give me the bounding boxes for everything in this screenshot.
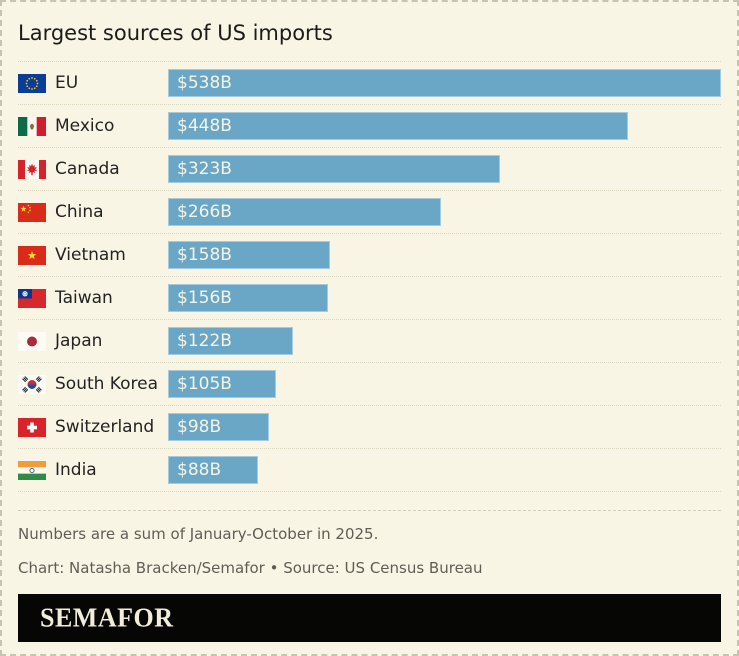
- bar-track: $156B: [168, 284, 721, 312]
- table-row: India $88B: [18, 449, 721, 492]
- bar-chart-rows: EU $538B Mexico $448B Canada $323B China: [18, 62, 721, 492]
- bar-value-label: $156B: [177, 288, 232, 308]
- bar-value-label: $88B: [177, 460, 222, 480]
- bar-track: $105B: [168, 370, 721, 398]
- vietnam-flag-icon: [18, 245, 46, 265]
- value-bar: $122B: [168, 327, 294, 355]
- country-label: Switzerland: [55, 417, 155, 437]
- bar-value-label: $158B: [177, 245, 232, 265]
- south-korea-flag-icon: [18, 374, 46, 394]
- semafor-logo: SEMAFOR: [40, 602, 174, 633]
- table-row: Canada $323B: [18, 148, 721, 191]
- table-row: Switzerland $98B: [18, 406, 721, 449]
- mexico-flag-icon: [18, 116, 46, 136]
- title-separator: [18, 61, 721, 62]
- value-bar: $158B: [168, 241, 331, 269]
- china-flag-icon: [18, 202, 46, 222]
- value-bar: $538B: [168, 69, 721, 97]
- value-bar: $98B: [168, 413, 269, 441]
- bar-value-label: $266B: [177, 202, 232, 222]
- country-label: Taiwan: [55, 288, 113, 308]
- country-label: China: [55, 202, 104, 222]
- country-label: South Korea: [55, 374, 159, 394]
- table-row: Japan $122B: [18, 320, 721, 363]
- bar-track: $323B: [168, 155, 721, 183]
- country-label: Canada: [55, 159, 120, 179]
- table-row: Vietnam $158B: [18, 234, 721, 277]
- bar-track: $122B: [168, 327, 721, 355]
- table-row: EU $538B: [18, 62, 721, 105]
- bar-track: $88B: [168, 456, 721, 484]
- japan-flag-icon: [18, 331, 46, 351]
- bar-value-label: $98B: [177, 417, 222, 437]
- bar-track: $538B: [168, 69, 721, 97]
- chart-footnote: Numbers are a sum of January-October in …: [18, 525, 379, 543]
- value-bar: $105B: [168, 370, 276, 398]
- value-bar: $156B: [168, 284, 329, 312]
- canada-flag-icon: [18, 159, 46, 179]
- bar-track: $266B: [168, 198, 721, 226]
- switzerland-flag-icon: [18, 417, 46, 437]
- taiwan-flag-icon: [18, 288, 46, 308]
- value-bar: $88B: [168, 456, 259, 484]
- chart-credit: Chart: Natasha Bracken/Semafor • Source:…: [18, 559, 483, 577]
- value-bar: $323B: [168, 155, 500, 183]
- bar-track: $448B: [168, 112, 721, 140]
- table-row: Taiwan $156B: [18, 277, 721, 320]
- bar-track: $98B: [168, 413, 721, 441]
- eu-flag-icon: [18, 73, 46, 93]
- country-label: Japan: [55, 331, 103, 351]
- page-title: Largest sources of US imports: [18, 21, 333, 45]
- value-bar: $448B: [168, 112, 629, 140]
- bar-value-label: $448B: [177, 116, 232, 136]
- country-label: EU: [55, 73, 79, 93]
- bar-value-label: $538B: [177, 73, 232, 93]
- india-flag-icon: [18, 460, 46, 480]
- bar-value-label: $122B: [177, 331, 232, 351]
- bar-track: $158B: [168, 241, 721, 269]
- table-row: South Korea $105B: [18, 363, 721, 406]
- table-row: China $266B: [18, 191, 721, 234]
- notes-separator: [18, 510, 721, 511]
- country-label: India: [55, 460, 97, 480]
- bar-value-label: $105B: [177, 374, 232, 394]
- bar-value-label: $323B: [177, 159, 232, 179]
- semafor-banner: SEMAFOR: [18, 594, 721, 642]
- country-label: Mexico: [55, 116, 115, 136]
- value-bar: $266B: [168, 198, 442, 226]
- country-label: Vietnam: [55, 245, 126, 265]
- table-row: Mexico $448B: [18, 105, 721, 148]
